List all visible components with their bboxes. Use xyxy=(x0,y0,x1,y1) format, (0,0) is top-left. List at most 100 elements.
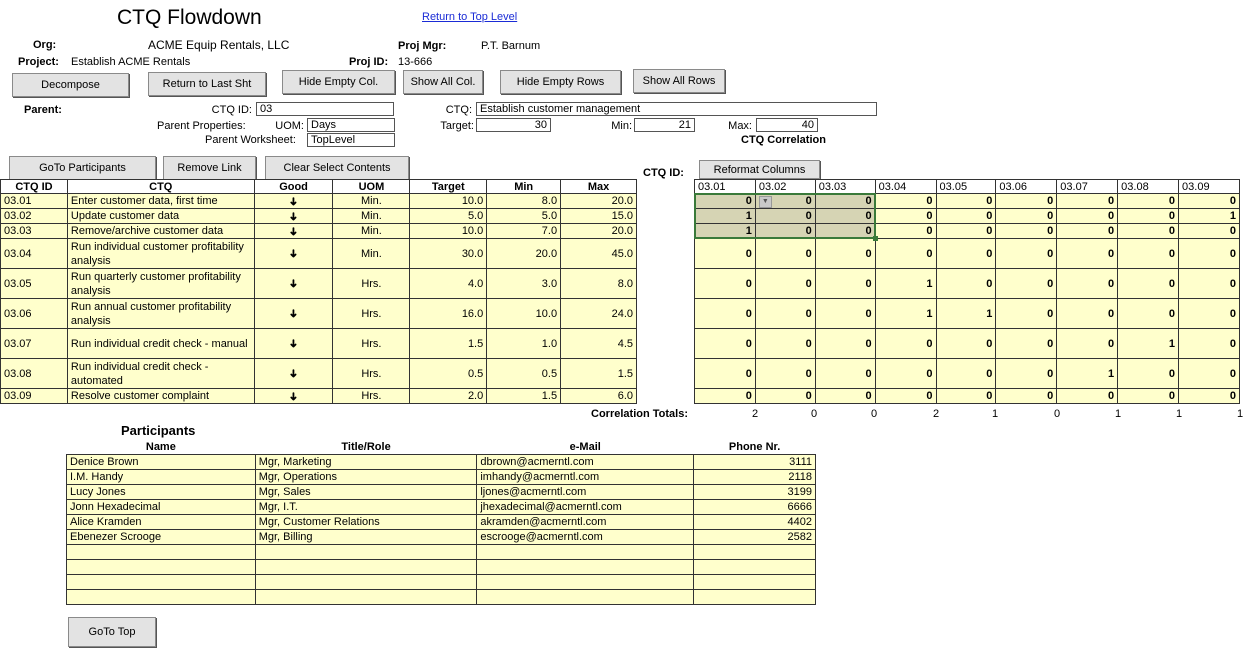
max-cell[interactable]: 20.0 xyxy=(560,193,637,209)
hide-empty-rows-button[interactable]: Hide Empty Rows xyxy=(500,70,621,94)
correlation-cell[interactable]: 0 xyxy=(754,328,816,359)
good-direction-cell[interactable]: ➜ xyxy=(253,328,334,359)
correlation-cell[interactable]: 0 xyxy=(1117,268,1180,299)
correlation-cell[interactable]: 1 xyxy=(874,268,937,299)
correlation-cell[interactable]: 0 xyxy=(694,298,756,329)
good-direction-cell[interactable]: ➜ xyxy=(253,238,334,269)
participant-phone-cell[interactable]: 3111 xyxy=(693,453,816,470)
uom-cell[interactable]: Hrs. xyxy=(332,328,411,359)
target-cell[interactable]: 16.0 xyxy=(409,298,488,329)
good-direction-cell[interactable]: ➜ xyxy=(253,388,334,404)
correlation-cell[interactable]: 1 xyxy=(694,223,756,239)
correlation-cell[interactable]: 0 xyxy=(1056,268,1119,299)
participant-email-cell[interactable] xyxy=(476,588,695,605)
target-cell[interactable]: 10.0 xyxy=(409,223,488,239)
participant-name-cell[interactable] xyxy=(66,588,256,605)
correlation-cell[interactable]: 0 xyxy=(935,358,997,389)
min-cell[interactable]: 5.0 xyxy=(486,208,562,224)
participant-email-cell[interactable] xyxy=(476,543,695,560)
target-cell[interactable]: 0.5 xyxy=(409,358,488,389)
correlation-cell[interactable]: 0 xyxy=(754,358,816,389)
reformat-columns-button[interactable]: Reformat Columns xyxy=(699,160,820,179)
correlation-cell[interactable]: 0 xyxy=(814,358,876,389)
participant-phone-cell[interactable]: 2582 xyxy=(693,528,816,545)
good-direction-cell[interactable]: ➜ xyxy=(253,358,334,389)
parent-ctq-id-field[interactable]: 03 xyxy=(256,102,394,116)
correlation-cell[interactable]: 1 xyxy=(1056,358,1119,389)
max-cell[interactable]: 20.0 xyxy=(560,223,637,239)
correlation-cell[interactable]: 1 xyxy=(1178,208,1240,224)
correlation-cell[interactable]: 0 xyxy=(694,238,756,269)
correlation-cell[interactable]: 0 xyxy=(814,193,876,209)
correlation-cell[interactable]: 0 xyxy=(874,238,937,269)
correlation-cell[interactable]: 0 xyxy=(694,328,756,359)
ctq-name-cell[interactable]: Run quarterly customer profitability ana… xyxy=(66,268,255,299)
correlation-cell[interactable]: 0 xyxy=(1117,193,1180,209)
participant-role-cell[interactable]: Mgr, Operations xyxy=(254,468,478,485)
correlation-cell[interactable]: 0 xyxy=(935,223,997,239)
participant-email-cell[interactable]: dbrown@acmerntl.com xyxy=(476,453,695,470)
target-cell[interactable]: 4.0 xyxy=(409,268,488,299)
participant-name-cell[interactable]: Ebenezer Scrooge xyxy=(66,528,256,545)
correlation-cell[interactable]: 0 xyxy=(935,328,997,359)
min-cell[interactable]: 20.0 xyxy=(486,238,562,269)
ctq-id-cell[interactable]: 03.01 xyxy=(0,193,68,209)
min-cell[interactable]: 1.5 xyxy=(486,388,562,404)
participant-email-cell[interactable]: ljones@acmerntl.com xyxy=(476,483,695,500)
max-cell[interactable]: 45.0 xyxy=(560,238,637,269)
parent-target-field[interactable]: 30 xyxy=(476,118,551,132)
max-cell[interactable]: 24.0 xyxy=(560,298,637,329)
participant-name-cell[interactable]: Lucy Jones xyxy=(66,483,256,500)
correlation-cell[interactable]: 0 xyxy=(935,193,997,209)
parent-uom-field[interactable]: Days xyxy=(307,118,395,132)
correlation-cell[interactable]: 0 xyxy=(1178,193,1240,209)
correlation-cell[interactable]: 0 xyxy=(754,298,816,329)
min-cell[interactable]: 0.5 xyxy=(486,358,562,389)
correlation-cell[interactable]: 0 xyxy=(1178,388,1240,404)
participant-email-cell[interactable] xyxy=(476,573,695,590)
max-cell[interactable]: 1.5 xyxy=(560,358,637,389)
participant-email-cell[interactable]: jhexadecimal@acmerntl.com xyxy=(476,498,695,515)
show-all-rows-button[interactable]: Show All Rows xyxy=(633,69,725,93)
correlation-cell[interactable]: 0 xyxy=(754,208,816,224)
correlation-cell[interactable]: 0 xyxy=(1178,238,1240,269)
ctq-id-cell[interactable]: 03.07 xyxy=(0,328,68,359)
correlation-cell[interactable]: 0 xyxy=(1178,223,1240,239)
correlation-cell[interactable]: 0 xyxy=(995,328,1058,359)
correlation-cell[interactable]: 1 xyxy=(874,298,937,329)
correlation-cell[interactable]: 0 xyxy=(995,223,1058,239)
parent-ctq-field[interactable]: Establish customer management xyxy=(476,102,877,116)
max-cell[interactable]: 6.0 xyxy=(560,388,637,404)
correlation-cell[interactable]: 0 xyxy=(814,268,876,299)
correlation-cell[interactable]: 0 xyxy=(1117,223,1180,239)
correlation-cell[interactable]: 0 xyxy=(995,208,1058,224)
correlation-cell[interactable]: 0 xyxy=(814,298,876,329)
correlation-cell[interactable]: 0 xyxy=(874,358,937,389)
show-all-col-button[interactable]: Show All Col. xyxy=(403,70,483,94)
ctq-id-cell[interactable]: 03.05 xyxy=(0,268,68,299)
participant-email-cell[interactable]: imhandy@acmerntl.com xyxy=(476,468,695,485)
ctq-name-cell[interactable]: Run individual credit check - automated xyxy=(66,358,255,389)
correlation-cell[interactable]: 0 xyxy=(1056,328,1119,359)
ctq-id-cell[interactable]: 03.03 xyxy=(0,223,68,239)
correlation-cell[interactable]: 0 xyxy=(1056,208,1119,224)
ctq-id-cell[interactable]: 03.08 xyxy=(0,358,68,389)
ctq-name-cell[interactable]: Remove/archive customer data xyxy=(66,223,255,239)
uom-cell[interactable]: Min. xyxy=(332,193,411,209)
ctq-id-cell[interactable]: 03.09 xyxy=(0,388,68,404)
correlation-cell[interactable]: 0 xyxy=(754,388,816,404)
participant-role-cell[interactable]: Mgr, Marketing xyxy=(254,453,478,470)
ctq-name-cell[interactable]: Run individual customer profitability an… xyxy=(66,238,255,269)
min-cell[interactable]: 3.0 xyxy=(486,268,562,299)
correlation-cell[interactable]: 0 xyxy=(1178,328,1240,359)
correlation-cell[interactable]: 0 xyxy=(694,388,756,404)
correlation-cell[interactable]: 1 xyxy=(694,208,756,224)
participant-phone-cell[interactable]: 4402 xyxy=(693,513,816,530)
correlation-cell[interactable]: 0 xyxy=(1178,358,1240,389)
ctq-name-cell[interactable]: Update customer data xyxy=(66,208,255,224)
participant-phone-cell[interactable]: 3199 xyxy=(693,483,816,500)
participant-name-cell[interactable]: Jonn Hexadecimal xyxy=(66,498,256,515)
min-cell[interactable]: 1.0 xyxy=(486,328,562,359)
correlation-cell[interactable]: 0 xyxy=(814,238,876,269)
ctq-id-cell[interactable]: 03.02 xyxy=(0,208,68,224)
